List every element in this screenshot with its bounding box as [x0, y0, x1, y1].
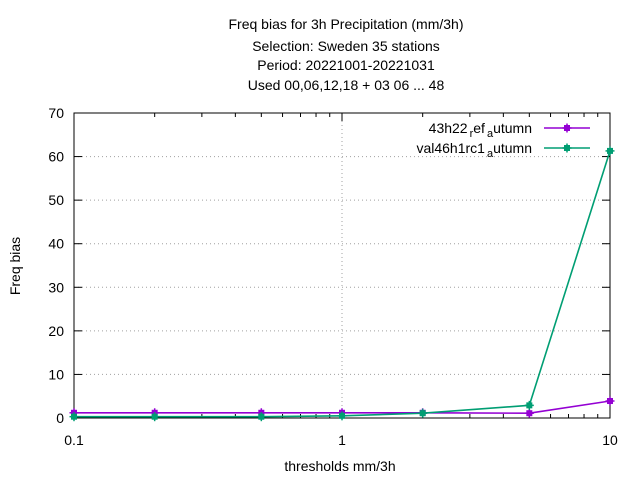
y-tick-label: 60: [48, 149, 64, 165]
y-tick-label: 50: [48, 192, 64, 208]
legend-text: utumn: [493, 140, 532, 156]
legend-entry-0: 43h22 ref autumn: [429, 120, 590, 140]
y-tick-label: 40: [48, 236, 64, 252]
legend-text: 43h22: [429, 120, 468, 136]
y-tick-label: 30: [48, 279, 64, 295]
data-point: [150, 412, 160, 422]
x-tick-label: 0.1: [64, 432, 84, 448]
legend-label: 43h22 ref autumn: [429, 120, 532, 140]
legend-subscript: r: [470, 128, 474, 140]
legend-subscript: a: [487, 128, 494, 140]
data-point: [418, 408, 428, 418]
legend-text: utumn: [493, 120, 532, 136]
data-point: [524, 400, 534, 410]
legend-marker: [562, 143, 572, 153]
series-1: [69, 146, 615, 422]
title-line-1: Freq bias for 3h Precipitation (mm/3h): [229, 16, 464, 32]
title-line-3: Period: 20221001-20221031: [257, 57, 435, 73]
series-lines: [69, 146, 615, 422]
data-point: [605, 396, 615, 406]
title-line-2: Selection: Sweden 35 stations: [252, 38, 440, 54]
legend-subscript: a: [487, 148, 494, 160]
grid: [74, 113, 610, 418]
title-line-4: Used 00,06,12,18 + 03 06 ... 48: [248, 77, 445, 93]
legend-text: ef: [473, 120, 485, 136]
legend-marker: [562, 123, 572, 133]
series-line: [74, 150, 611, 418]
y-tick-label: 70: [48, 105, 64, 121]
data-point: [69, 412, 79, 422]
data-point: [256, 412, 266, 422]
legend-text: val46h1rc1: [416, 140, 485, 156]
x-tick-label: 1: [338, 432, 346, 448]
data-point: [337, 411, 347, 421]
y-tick-label: 10: [48, 366, 64, 382]
chart-title: Freq bias for 3h Precipitation (mm/3h) S…: [229, 16, 464, 93]
legend-label: val46h1rc1 autumn: [416, 140, 532, 160]
data-point: [524, 408, 534, 418]
x-axis-label: thresholds mm/3h: [284, 458, 395, 474]
y-tick-label: 20: [48, 323, 64, 339]
axes: 0 10 20 30 40 50 60 70 0.1 1 10: [48, 105, 618, 448]
data-point: [605, 146, 615, 156]
legend-entry-1: val46h1rc1 autumn: [416, 140, 590, 160]
y-axis-label: Freq bias: [7, 237, 23, 295]
x-tick-label: 10: [602, 432, 618, 448]
y-tick-label: 0: [56, 410, 64, 426]
